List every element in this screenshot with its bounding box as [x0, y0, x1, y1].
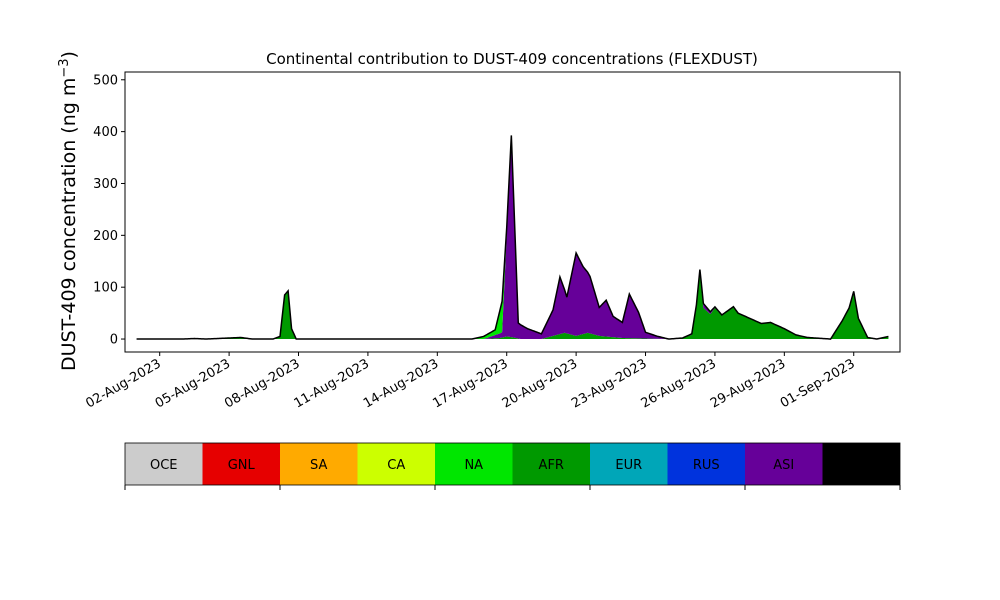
x-tick-label-3: 11-Aug-2023: [292, 356, 372, 411]
y-tick-label-200: 200: [93, 229, 118, 244]
y-tick-label-400: 400: [93, 125, 118, 140]
legend-label-aus: AUS: [848, 458, 875, 473]
plot-area: [136, 135, 889, 340]
legend-frame: [124, 442, 901, 486]
legend-label-eur: EUR: [615, 458, 642, 473]
x-tick-label-8: 26-Aug-2023: [639, 356, 719, 411]
legend-label-rus: RUS: [693, 458, 720, 473]
x-tick-label-10: 01-Sep-2023: [778, 356, 858, 411]
legend-label-afr: AFR: [539, 458, 564, 473]
legend-label-sa: SA: [310, 458, 327, 473]
legend-swatch-gnl: [202, 443, 280, 485]
x-tick-label-5: 17-Aug-2023: [430, 356, 510, 411]
x-tick-label-7: 23-Aug-2023: [569, 356, 649, 411]
x-tick-label-2: 08-Aug-2023: [222, 356, 302, 411]
x-tick-label-9: 29-Aug-2023: [708, 356, 788, 411]
y-tick-label-100: 100: [93, 281, 118, 296]
legend-label-gnl: GNL: [228, 458, 256, 473]
plot-frame: [124, 71, 901, 353]
x-tick-label-6: 20-Aug-2023: [500, 356, 580, 411]
y-tick-label-300: 300: [93, 177, 118, 192]
chart-title: Continental contribution to DUST-409 con…: [266, 50, 758, 68]
legend-label-na: NA: [464, 458, 483, 473]
legend-swatch-oce: [125, 443, 203, 485]
legend-swatch-aus: [822, 443, 900, 485]
legend-swatch-eur: [590, 443, 668, 485]
x-axis: 02-Aug-202305-Aug-202308-Aug-202311-Aug-…: [83, 352, 858, 412]
legend-label-oce: OCE: [150, 458, 178, 473]
area-afr: [136, 274, 889, 340]
legend-label-asi: ASI: [773, 458, 794, 473]
x-tick-label-4: 14-Aug-2023: [361, 356, 441, 411]
total-line: [136, 135, 889, 340]
legend-swatch-na: [435, 443, 513, 485]
area-asi: [136, 140, 889, 340]
region-legend: OCE GNL SA CA NA AFR EUR RUS ASI AUS: [124, 442, 901, 490]
legend-swatch-afr: [512, 443, 590, 485]
legend-swatch-asi: [745, 443, 823, 485]
x-tick-label-1: 05-Aug-2023: [153, 356, 233, 411]
y-axis-label: DUST-409 concentration (ng m−3): [57, 51, 81, 371]
legend-label-ca: CA: [387, 458, 405, 473]
legend-swatch-ca: [357, 443, 435, 485]
legend-swatch-sa: [280, 443, 358, 485]
y-axis: 0 100 200 300 400 500: [93, 73, 125, 348]
x-tick-label-0: 02-Aug-2023: [83, 356, 163, 411]
y-tick-label-500: 500: [93, 73, 118, 88]
legend-swatch-rus: [667, 443, 745, 485]
y-tick-label-0: 0: [110, 333, 118, 348]
